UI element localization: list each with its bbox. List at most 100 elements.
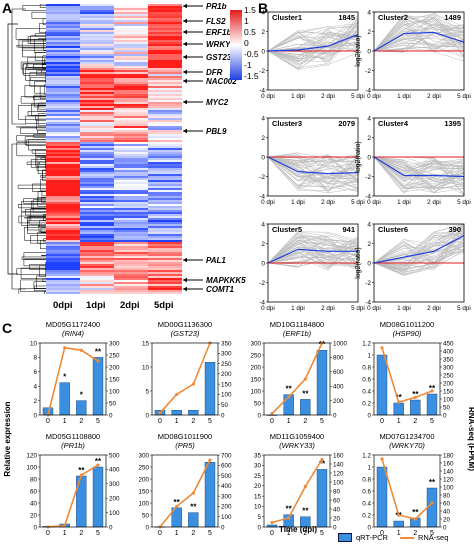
heatmap-cell — [80, 26, 115, 29]
panel-letter-c: C — [2, 320, 13, 336]
legend-label-qrt: qRT-PCR — [356, 533, 388, 542]
right-tick-label: 150 — [221, 381, 232, 388]
heatmap-cell — [46, 92, 81, 95]
right-tick-label: 500 — [109, 452, 120, 459]
left-tick-label: 1.2 — [362, 452, 371, 459]
heatmap-cell — [114, 98, 149, 101]
dendrogram-branch — [45, 72, 46, 83]
heatmap-cell — [46, 276, 81, 279]
heatmap-cell — [46, 48, 81, 51]
x-tick-label: 0 dpi — [367, 93, 381, 100]
heatmap-cell — [80, 52, 115, 55]
dendrogram-branch — [35, 150, 46, 156]
heatmap-cell — [80, 106, 115, 109]
cluster-gene-line — [373, 233, 465, 264]
heatmap-cell — [46, 230, 81, 233]
heatmap-cell — [148, 30, 182, 33]
dendrogram-branch — [18, 288, 46, 294]
heatmap-cell — [80, 182, 115, 185]
x-tick-label: 5 — [208, 530, 212, 537]
heatmap-cell — [148, 230, 182, 233]
heatmap-cell — [148, 8, 182, 11]
dendrogram-branch — [20, 96, 46, 104]
heatmap-cell — [114, 72, 149, 75]
cluster-gene-line — [373, 244, 465, 269]
right-tick-label: 200 — [333, 398, 344, 405]
heatmap-cell — [148, 206, 182, 209]
heatmap-cell — [46, 278, 81, 281]
heatmap-cell — [46, 90, 81, 93]
gene-label: MAPKKK5 — [206, 276, 246, 285]
left-tick-label: 40 — [30, 500, 38, 507]
heatmap-cell — [148, 130, 182, 133]
right-tick-label: 80 — [333, 488, 341, 495]
heatmap-cell — [46, 134, 81, 137]
heatmap-cell — [80, 66, 115, 69]
dendrogram-branch — [27, 111, 46, 116]
left-tick-label: 300 — [250, 340, 261, 347]
heatmap-cell — [80, 224, 115, 227]
heatmap-cell — [114, 192, 149, 195]
heatmap-cell — [114, 278, 149, 281]
heatmap-cell — [114, 24, 149, 27]
heatmap-cell — [114, 164, 149, 167]
heatmap-cell — [80, 282, 115, 285]
heatmap-cell — [80, 48, 115, 51]
heatmap-cell — [148, 198, 182, 201]
subplot-gene-id: MD05G1108800 — [46, 432, 100, 441]
legend-swatch-bar — [338, 533, 352, 542]
heatmap-cell — [80, 6, 115, 9]
dendrogram-branch — [29, 77, 46, 81]
cluster-gene-line — [267, 156, 359, 169]
heatmap-cell — [80, 144, 115, 147]
significance-mark: * — [80, 391, 84, 400]
gene-label: GST23 — [206, 53, 232, 62]
expression-bar — [204, 461, 216, 528]
heatmap-cell — [114, 102, 149, 105]
heatmap-cell — [148, 170, 182, 173]
cluster-gene-line — [267, 156, 359, 187]
heatmap-cell — [80, 212, 115, 215]
heatmap-cell — [46, 34, 81, 37]
heatmap-cell — [148, 28, 182, 31]
heatmap-cell — [46, 188, 81, 191]
legend: qRT-PCR RNA-seq — [338, 533, 448, 542]
heatmap-cell — [148, 112, 182, 115]
heatmap-cell — [148, 110, 182, 113]
right-tick-label: 100 — [443, 396, 454, 403]
heatmap-cell — [80, 54, 115, 57]
heatmap-cell — [46, 146, 81, 149]
significance-mark: ** — [302, 389, 309, 398]
heatmap-cell — [80, 284, 115, 287]
heatmap-cell — [114, 110, 149, 113]
heatmap-cell — [114, 14, 149, 17]
heatmap-cell — [148, 160, 182, 163]
right-tick-label: 800 — [333, 355, 344, 362]
heatmap-cell — [148, 88, 182, 91]
cluster-gene-line — [267, 238, 359, 264]
cluster-gene-line — [373, 156, 465, 194]
heatmap-cell — [148, 278, 182, 281]
subplot-gene-name: (GST23) — [171, 329, 200, 338]
y-tick-label: 2 — [261, 241, 265, 248]
x-tick-label: 5 dpi — [351, 199, 365, 206]
heatmap-cell — [46, 84, 81, 87]
gene-label: WRKY33 — [206, 40, 240, 49]
y-axis-label: log2(ratio) — [355, 35, 362, 67]
heatmap-cell — [80, 214, 115, 217]
heatmap-cell — [148, 62, 182, 65]
significance-mark: * — [63, 373, 67, 382]
heatmap-cell — [148, 18, 182, 21]
heatmap-cell — [46, 210, 81, 213]
heatmap-cell — [46, 26, 81, 29]
heatmap-cell — [46, 270, 81, 273]
heatmap-cell — [46, 118, 81, 121]
gene-arrow-head — [183, 54, 187, 60]
rnaseq-point — [208, 458, 212, 462]
cluster-gene-line — [267, 153, 359, 180]
left-tick-label: 6 — [33, 369, 37, 376]
heatmap-cell — [114, 10, 149, 13]
heatmap-cell — [80, 292, 115, 294]
heatmap-cell — [80, 186, 115, 189]
heatmap-cell — [114, 264, 149, 267]
